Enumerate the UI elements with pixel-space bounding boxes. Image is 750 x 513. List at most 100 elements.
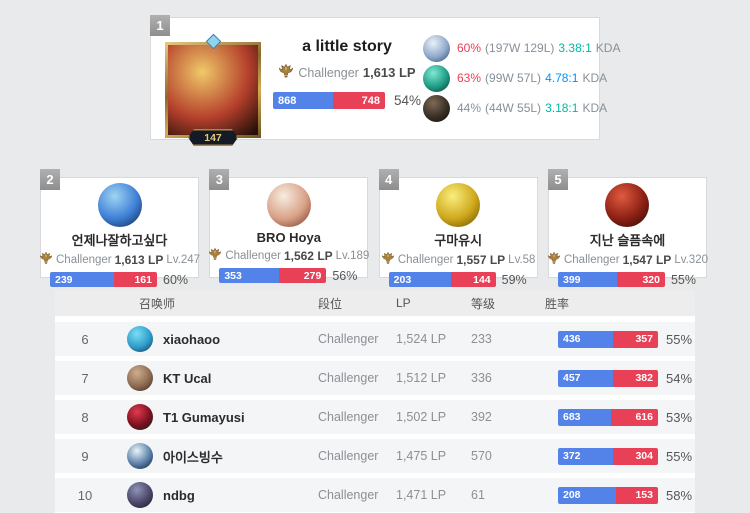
rank-card[interactable]: 3 BRO Hoya Challenger 1,562 LP Lv.189 35… [208, 169, 370, 283]
lp-value: 1,613 LP [114, 252, 164, 267]
losses-segment: 304 [613, 447, 658, 465]
champion-record: (99W 57L) [485, 71, 542, 85]
rank-badge: 5 [547, 169, 568, 190]
header-summoner: 召唤师 [139, 296, 176, 311]
level-cell: 336 [471, 371, 492, 385]
table-row[interactable]: 7 KT Ucal Challenger 1,512 LP 336 457 38… [55, 361, 695, 395]
win-loss-bar: 239 161 [50, 272, 157, 287]
table-row[interactable]: 8 T1 Gumayusi Challenger 1,502 LP 392 68… [55, 400, 695, 434]
champion-stat-row[interactable]: 44% (44W 55L) 3.18:1 KDA [423, 94, 620, 122]
challenger-crest [381, 251, 395, 268]
winrate-line: 399 320 55% [549, 272, 706, 287]
champion-winrate: 63% [457, 71, 482, 85]
win-loss-bar: 208 153 [558, 486, 658, 504]
win-loss-bar: 868 748 [272, 92, 385, 109]
rank-cell: 6 [81, 331, 89, 347]
summoner-name[interactable]: 구마유시 [434, 233, 483, 248]
summoner-avatar [97, 183, 142, 227]
champion-stat-row[interactable]: 60% (197W 129L) 3.38:1 KDA [423, 34, 620, 62]
challenger-crest [208, 247, 222, 264]
champion-record: (197W 129L) [485, 41, 555, 55]
losses-segment: 357 [613, 330, 658, 348]
summoner-avatar [436, 183, 481, 227]
champion-kda-label: KDA [595, 41, 621, 55]
winrate-percent: 54% [393, 93, 422, 108]
challenger-tier-icon [209, 247, 222, 260]
champion-winrate: 60% [457, 41, 482, 55]
summoner-avatar [605, 183, 650, 227]
summoner-portrait-frame: 147 [165, 33, 261, 146]
challenger-crest [278, 63, 294, 82]
champion-stat-row[interactable]: 63% (99W 57L) 4.78:1 KDA [423, 64, 620, 92]
header-winrate: 胜率 [545, 296, 570, 311]
champion-winrate: 44% [457, 101, 482, 115]
lp-cell: 1,512 LP [396, 371, 447, 385]
challenger-crest [547, 251, 561, 268]
winrate-percent: 60% [163, 272, 189, 287]
winrate-line: 239 161 60% [41, 272, 198, 287]
champion-record: (44W 55L) [485, 101, 542, 115]
summoner-avatar [127, 404, 153, 430]
summoner-name[interactable]: BRO Hoya [256, 230, 321, 245]
rank-badge: 4 [378, 169, 399, 190]
level-cell: 392 [471, 410, 492, 424]
rank-badge: 2 [40, 169, 60, 190]
lp-cell: 1,475 LP [396, 449, 447, 463]
lp-cell: 1,502 LP [396, 410, 447, 424]
rank-cell: 8 [81, 409, 89, 425]
winrate-line: 868 748 54% [263, 92, 431, 109]
top-player-card[interactable]: 1 147 a little story Challenger 1,613 LP… [150, 15, 620, 146]
table-row[interactable]: 6 xiaohaoo Challenger 1,524 LP 233 436 3… [55, 322, 695, 356]
challenger-crest [39, 251, 53, 268]
rank-card[interactable]: 4 구마유시 Challenger 1,557 LP Lv.58 203 144… [378, 169, 538, 287]
winrate-percent: 59% [501, 272, 527, 287]
level-label: Lv.189 [335, 249, 370, 262]
summoner-name[interactable]: 아이스빙수 [163, 449, 223, 465]
losses-segment: 320 [617, 272, 665, 287]
level-label: Lv.320 [674, 253, 708, 266]
champion-stat-text: 63% (99W 57L) 4.78:1 KDA [457, 71, 607, 85]
header-tier: 段位 [318, 296, 343, 311]
tier-line: Challenger 1,562 LP Lv.189 [208, 247, 370, 264]
table-header: 召唤师 段位 LP 等级 胜率 [55, 290, 695, 316]
winrate-percent: 58% [666, 487, 693, 503]
tier-cell: Challenger [318, 449, 379, 463]
winrate-line: 353 279 56% [210, 268, 367, 283]
winrate-cell: 372 304 55% [545, 447, 695, 465]
table-row[interactable]: 10 ndbg Challenger 1,471 LP 61 208 153 5… [55, 478, 695, 512]
summoner-portrait [168, 45, 258, 135]
tier-label: Challenger [298, 65, 359, 80]
summoner-name[interactable]: xiaohaoo [163, 331, 221, 347]
rank-badge: 1 [150, 15, 170, 36]
wins-segment: 399 [557, 272, 618, 287]
summoner-name[interactable]: ndbg [163, 487, 195, 503]
summoner-name[interactable]: 언제나잘하고싶다 [71, 233, 168, 248]
tier-label: Challenger [225, 249, 281, 262]
rank-cell: 10 [77, 487, 93, 503]
table-row[interactable]: 9 아이스빙수 Challenger 1,475 LP 570 372 304 … [55, 439, 695, 473]
summoner-name[interactable]: a little story [302, 38, 392, 55]
level-label: Lv.247 [166, 253, 201, 266]
rank-card[interactable]: 2 언제나잘하고싶다 Challenger 1,613 LP Lv.247 23… [39, 169, 201, 287]
summoner-name[interactable]: KT Ucal [163, 370, 212, 386]
rank-badge: 3 [209, 169, 230, 190]
leaderboard-table: 召唤师 段位 LP 等级 胜率 6 xiaohaoo Challenger 1,… [55, 290, 695, 513]
tier-line: Challenger 1,613 LP Lv.247 [39, 251, 201, 268]
tier-cell: Challenger [318, 332, 379, 346]
wins-segment: 436 [558, 330, 613, 348]
top-player-info: a little story Challenger 1,613 LP 868 7… [263, 38, 431, 109]
win-loss-bar: 399 320 [557, 272, 665, 287]
header-lp: LP [396, 296, 411, 310]
losses-segment: 382 [612, 369, 658, 387]
losses-segment: 616 [610, 408, 658, 426]
winrate-percent: 55% [666, 331, 693, 347]
summoner-name[interactable]: T1 Gumayusi [163, 409, 245, 425]
wins-segment: 372 [558, 447, 613, 465]
rank-cards-row: 2 언제나잘하고싶다 Challenger 1,613 LP Lv.247 23… [39, 169, 708, 287]
summoner-name[interactable]: 지난 슬픔속에 [589, 233, 666, 248]
wins-segment: 203 [388, 272, 452, 287]
champion-avatar [423, 94, 450, 122]
rank-cell: 7 [81, 370, 89, 386]
rank-card[interactable]: 5 지난 슬픔속에 Challenger 1,547 LP Lv.320 399… [547, 169, 708, 287]
